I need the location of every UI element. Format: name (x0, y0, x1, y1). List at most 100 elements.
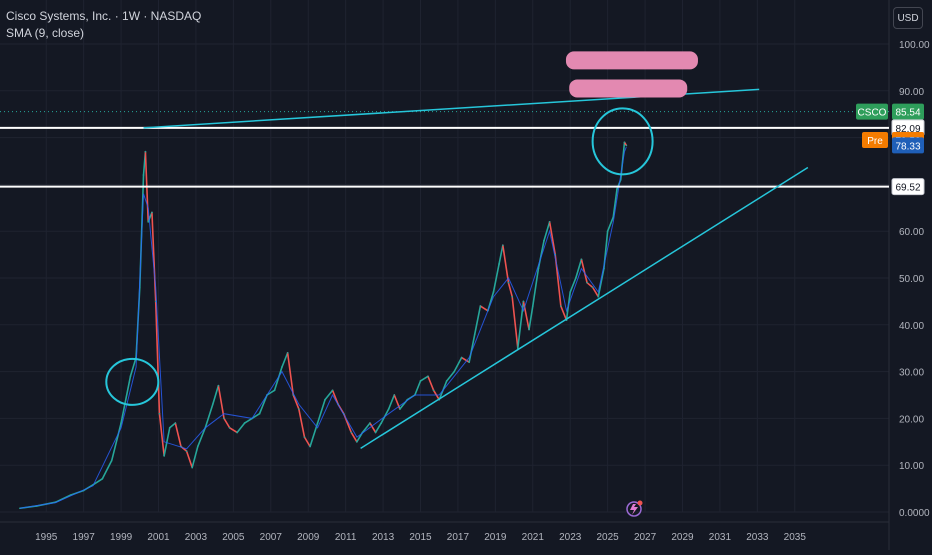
sma-line (19, 146, 627, 509)
price-segment (223, 417, 231, 429)
price-point (144, 150, 147, 153)
price-point (101, 477, 104, 480)
x-tick-label: 1995 (35, 532, 58, 543)
price-point (575, 277, 577, 279)
y-tick-label: 100.00 (899, 40, 930, 51)
redaction-block[interactable] (569, 79, 688, 98)
sma-indicator-label[interactable]: SMA (9, close) (6, 26, 85, 40)
price-segment (236, 422, 246, 434)
price-point (606, 230, 609, 232)
price-segment (548, 221, 557, 256)
price-point (380, 422, 383, 424)
price-point (356, 441, 358, 443)
price-point (211, 403, 214, 406)
price-point (616, 188, 618, 190)
price-point (151, 211, 153, 214)
price-point (507, 281, 510, 284)
price-point (537, 267, 540, 270)
price-point (236, 431, 238, 434)
price-point (350, 431, 353, 434)
price-segment (129, 356, 137, 378)
price-point (522, 300, 525, 303)
price-segment (197, 426, 207, 448)
price-point (316, 422, 319, 424)
price-point (281, 366, 283, 368)
price-point (223, 417, 225, 420)
trendline[interactable] (360, 166, 809, 449)
price-segment (163, 426, 171, 457)
price-point (309, 445, 311, 448)
price-segment (120, 375, 132, 424)
price-point (468, 361, 470, 364)
price-segment (174, 422, 182, 448)
price-label: 82.09 (891, 119, 925, 137)
x-tick-label: 2003 (185, 532, 208, 543)
y-tick-label: 60.00 (899, 227, 924, 238)
price-point (185, 450, 188, 452)
price-segment (217, 384, 225, 420)
price-point (110, 459, 113, 462)
price-segment (168, 422, 177, 429)
price-point (511, 295, 513, 298)
symbol-title[interactable]: Cisco Systems, Inc. · 1W · NASDAQ (6, 9, 202, 23)
price-segment (528, 305, 534, 331)
price-segment (361, 422, 371, 434)
price-point (217, 384, 220, 387)
price-segment (298, 408, 306, 438)
price-segment (473, 305, 482, 335)
price-segment (597, 267, 605, 298)
currency-button[interactable]: USD (893, 7, 923, 29)
price-segment (369, 422, 377, 434)
price-segment (154, 300, 161, 415)
price-point (543, 239, 545, 242)
price-point (374, 431, 377, 434)
highlight-circle[interactable] (105, 357, 160, 406)
price-label-value: 82.09 (895, 124, 920, 135)
x-tick-label: 2029 (671, 532, 694, 543)
price-point (286, 352, 289, 354)
price-segment (387, 394, 396, 410)
price-segment (258, 394, 268, 415)
price-point (453, 370, 455, 373)
x-tick-label: 2021 (522, 532, 545, 543)
price-segment (303, 436, 311, 448)
price-segment (591, 286, 600, 298)
price-segment (324, 389, 334, 401)
x-tick-label: 2025 (597, 532, 620, 543)
x-tick-label: 2007 (260, 532, 283, 543)
price-point (445, 380, 448, 382)
price-label-value: 69.52 (895, 183, 920, 194)
price-point (479, 305, 482, 307)
price-point (303, 436, 306, 438)
x-tick-label: 2019 (484, 532, 507, 543)
price-segment (243, 417, 253, 424)
price-point (197, 445, 199, 448)
price-point (387, 408, 390, 410)
price-segment (292, 394, 300, 410)
price-point (393, 394, 396, 396)
price-segment (281, 352, 289, 368)
price-point (569, 291, 572, 293)
price-label-symbol-box (856, 103, 888, 120)
price-point (129, 375, 132, 378)
price-point (273, 389, 276, 392)
price-point (427, 375, 429, 378)
redaction-block[interactable] (565, 51, 698, 70)
price-point (120, 422, 122, 424)
price-segment (543, 221, 551, 242)
price-point (298, 408, 300, 410)
price-point (168, 426, 171, 429)
price-point (369, 422, 371, 424)
x-tick-label: 2009 (297, 532, 320, 543)
price-segment (502, 244, 510, 284)
price-point (473, 333, 476, 335)
price-point (586, 281, 588, 284)
price-segment (151, 211, 157, 303)
price-point (432, 389, 435, 392)
y-tick-label: 10.00 (899, 461, 924, 472)
price-segment (569, 277, 577, 293)
price-label: CSCO 85.54 (856, 103, 924, 120)
highlight-circle[interactable] (591, 107, 654, 176)
